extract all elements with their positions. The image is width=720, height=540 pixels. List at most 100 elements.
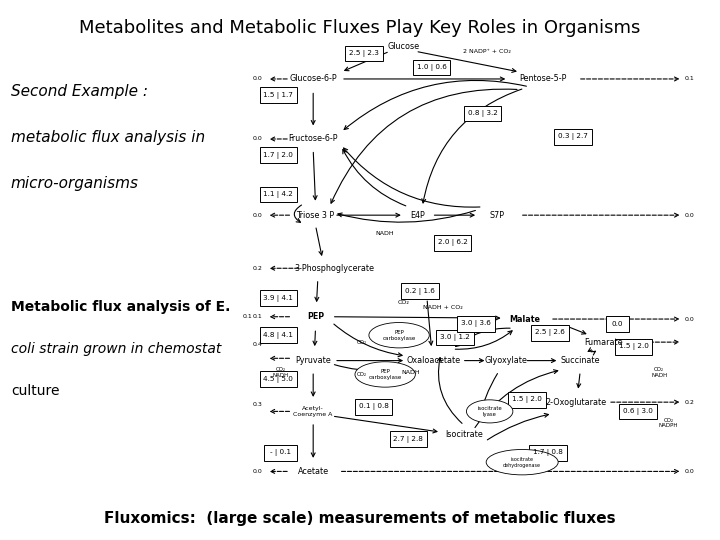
Text: CO₂: CO₂ bbox=[357, 340, 367, 345]
FancyBboxPatch shape bbox=[606, 316, 629, 332]
FancyArrowPatch shape bbox=[338, 211, 475, 222]
Text: 0.8 | 3.2: 0.8 | 3.2 bbox=[468, 110, 498, 117]
FancyArrowPatch shape bbox=[334, 324, 402, 357]
Text: 0.0: 0.0 bbox=[685, 213, 695, 218]
FancyBboxPatch shape bbox=[433, 235, 472, 251]
Text: 1.0 | 0.6: 1.0 | 0.6 bbox=[417, 64, 446, 71]
Text: Glucose-6-P: Glucose-6-P bbox=[289, 75, 337, 84]
Text: Succinate: Succinate bbox=[560, 356, 600, 365]
Text: 0.1 | 0.8: 0.1 | 0.8 bbox=[359, 403, 389, 410]
Text: isocitrate
lyase: isocitrate lyase bbox=[477, 406, 502, 417]
Ellipse shape bbox=[486, 449, 558, 475]
Text: NADH + CO₂: NADH + CO₂ bbox=[423, 305, 463, 310]
FancyBboxPatch shape bbox=[259, 87, 297, 103]
Ellipse shape bbox=[467, 400, 513, 423]
FancyBboxPatch shape bbox=[390, 431, 427, 447]
Text: 0.0: 0.0 bbox=[253, 77, 263, 82]
Text: 1.5 | 2.0: 1.5 | 2.0 bbox=[512, 396, 541, 403]
Text: 3.9 | 4.1: 3.9 | 4.1 bbox=[264, 295, 293, 302]
FancyBboxPatch shape bbox=[413, 59, 451, 75]
FancyArrowPatch shape bbox=[343, 150, 406, 206]
Text: S7P: S7P bbox=[489, 211, 504, 220]
FancyArrowPatch shape bbox=[343, 148, 480, 207]
Text: Pentose-5-P: Pentose-5-P bbox=[519, 75, 567, 84]
FancyBboxPatch shape bbox=[355, 399, 392, 415]
FancyArrowPatch shape bbox=[344, 80, 526, 130]
Ellipse shape bbox=[369, 322, 429, 348]
Text: 1.1 | 4.2: 1.1 | 4.2 bbox=[264, 191, 293, 198]
FancyBboxPatch shape bbox=[259, 327, 297, 343]
Text: 0.1: 0.1 bbox=[243, 314, 253, 319]
FancyBboxPatch shape bbox=[531, 325, 569, 341]
Text: Triose 3 P: Triose 3 P bbox=[297, 211, 335, 220]
Text: Malate: Malate bbox=[509, 314, 540, 323]
Text: 0.3 | 2.7: 0.3 | 2.7 bbox=[558, 133, 588, 140]
Text: 0.0: 0.0 bbox=[253, 137, 263, 141]
Text: 0.3: 0.3 bbox=[253, 402, 263, 407]
Text: 0.4: 0.4 bbox=[253, 342, 263, 347]
Text: 2.5 | 2.6: 2.5 | 2.6 bbox=[535, 329, 565, 336]
FancyBboxPatch shape bbox=[259, 291, 297, 306]
FancyBboxPatch shape bbox=[615, 339, 652, 355]
FancyArrowPatch shape bbox=[334, 364, 381, 372]
Text: Acetate: Acetate bbox=[297, 467, 329, 476]
FancyArrowPatch shape bbox=[477, 374, 498, 421]
Text: 2.7 | 2.8: 2.7 | 2.8 bbox=[393, 436, 423, 443]
FancyArrowPatch shape bbox=[437, 357, 462, 423]
FancyArrowPatch shape bbox=[475, 370, 558, 428]
Ellipse shape bbox=[355, 362, 415, 387]
Text: 0.0: 0.0 bbox=[685, 469, 695, 474]
Text: 1.7 | 0.8: 1.7 | 0.8 bbox=[533, 449, 562, 456]
Text: Second Example :: Second Example : bbox=[11, 84, 148, 99]
FancyBboxPatch shape bbox=[259, 371, 297, 387]
Text: Metabolic flux analysis of E.: Metabolic flux analysis of E. bbox=[11, 300, 230, 314]
FancyArrowPatch shape bbox=[456, 328, 510, 347]
Text: PEP
carboxylase: PEP carboxylase bbox=[369, 369, 402, 380]
Text: Fructose-6-P: Fructose-6-P bbox=[289, 134, 338, 144]
Text: 2.5 | 2.3: 2.5 | 2.3 bbox=[349, 50, 379, 57]
Text: Glyoxylate: Glyoxylate bbox=[485, 356, 527, 365]
FancyBboxPatch shape bbox=[259, 147, 297, 163]
Text: Fumarate: Fumarate bbox=[584, 338, 623, 347]
Text: PEP: PEP bbox=[307, 312, 324, 321]
Text: NADH: NADH bbox=[401, 370, 420, 375]
Text: 0.2: 0.2 bbox=[253, 266, 263, 271]
Text: CO₂: CO₂ bbox=[357, 372, 367, 377]
FancyBboxPatch shape bbox=[259, 186, 297, 202]
FancyBboxPatch shape bbox=[529, 445, 567, 461]
Text: 1.7 | 2.0: 1.7 | 2.0 bbox=[264, 152, 293, 159]
Text: Fluxomics:  (large scale) measurements of metabolic fluxes: Fluxomics: (large scale) measurements of… bbox=[104, 511, 616, 526]
Text: 0.0: 0.0 bbox=[611, 321, 623, 327]
Text: Isocitrate: Isocitrate bbox=[445, 430, 483, 439]
Text: 0.2 | 1.6: 0.2 | 1.6 bbox=[405, 288, 435, 295]
Text: culture: culture bbox=[11, 384, 59, 398]
FancyBboxPatch shape bbox=[401, 284, 438, 299]
Text: Oxaloacetate: Oxaloacetate bbox=[407, 356, 461, 365]
FancyArrowPatch shape bbox=[422, 89, 522, 203]
FancyArrowPatch shape bbox=[588, 348, 593, 352]
Text: 0.2: 0.2 bbox=[685, 400, 695, 404]
Text: 0.0: 0.0 bbox=[253, 469, 263, 474]
FancyArrowPatch shape bbox=[294, 205, 302, 222]
Text: E4P: E4P bbox=[410, 211, 425, 220]
Text: 0.1: 0.1 bbox=[253, 314, 263, 319]
Text: CO₂
NADH: CO₂ NADH bbox=[273, 367, 289, 377]
FancyBboxPatch shape bbox=[264, 445, 297, 461]
Text: 0.6 | 3.0: 0.6 | 3.0 bbox=[624, 408, 653, 415]
Text: metabolic flux analysis in: metabolic flux analysis in bbox=[11, 130, 205, 145]
Text: isocitrate
dehydrogenase: isocitrate dehydrogenase bbox=[503, 457, 541, 468]
Text: 2.0 | 6.2: 2.0 | 6.2 bbox=[438, 239, 467, 246]
Text: 1.5 | 1.7: 1.5 | 1.7 bbox=[264, 92, 293, 99]
Text: CO₂
NADH: CO₂ NADH bbox=[651, 367, 667, 377]
Text: coli strain grown in chemostat: coli strain grown in chemostat bbox=[11, 342, 221, 356]
Text: 0.0: 0.0 bbox=[253, 213, 263, 218]
FancyArrowPatch shape bbox=[455, 331, 512, 349]
Text: 2 NADP⁺ + CO₂: 2 NADP⁺ + CO₂ bbox=[464, 49, 511, 54]
Text: 1.5 | 2.0: 1.5 | 2.0 bbox=[618, 343, 649, 350]
Text: PEP
carboxylase: PEP carboxylase bbox=[382, 330, 415, 341]
FancyBboxPatch shape bbox=[554, 129, 592, 145]
Text: Pyruvate: Pyruvate bbox=[295, 356, 331, 365]
Text: 4.5 | 5.0: 4.5 | 5.0 bbox=[264, 375, 293, 382]
FancyBboxPatch shape bbox=[619, 403, 657, 419]
Text: 0.0: 0.0 bbox=[685, 316, 695, 321]
